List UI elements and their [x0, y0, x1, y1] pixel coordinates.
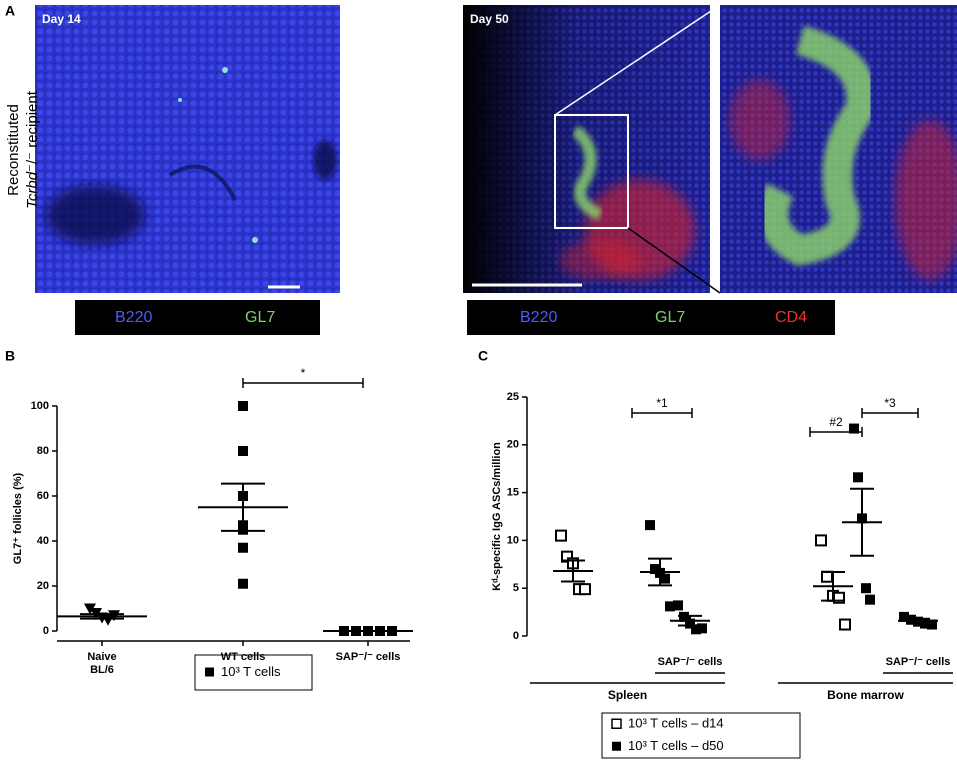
data-point: [645, 520, 655, 531]
y-tick-label: 25: [507, 391, 519, 403]
row-label-rest: ⁻/⁻ recipient: [24, 90, 41, 172]
data-point: [927, 619, 937, 630]
legend-marker: [612, 741, 621, 751]
y-axis-label: GL7⁺ follicles (%): [12, 472, 24, 564]
x-tick-label: BL/6: [90, 664, 114, 676]
data-point: [673, 600, 683, 611]
legend-label: 10³ T cells – d14: [628, 716, 724, 731]
significance-label: *: [301, 366, 306, 380]
data-point: [691, 624, 701, 635]
y-tick-label: 40: [37, 535, 49, 547]
legend-label: 10³ T cells – d50: [628, 738, 724, 753]
data-point: [853, 472, 863, 483]
row-label: Reconstituted: [5, 104, 22, 196]
data-point: [102, 614, 114, 626]
y-tick-label: 80: [37, 445, 49, 457]
data-point: [839, 618, 851, 631]
channel-label: GL7: [655, 309, 685, 326]
x-tick-label: Naive: [87, 651, 116, 663]
y-tick-label: 10: [507, 534, 519, 546]
channel-legend: [75, 300, 320, 335]
image-label: Day 14: [42, 12, 81, 26]
significance-label: *1: [656, 396, 668, 410]
data-point: [238, 401, 248, 411]
data-point: [815, 534, 827, 547]
data-point: [238, 578, 248, 589]
micrograph-inset: [554, 4, 957, 294]
channel-label: CD4: [775, 309, 807, 326]
legend-box: [601, 712, 801, 759]
section-label: Bone marrow: [827, 688, 904, 702]
data-point: [660, 573, 670, 584]
y-tick-label: 20: [37, 580, 49, 592]
data-point: [579, 583, 591, 596]
legend-label: 10³ T cells: [221, 664, 281, 679]
y-tick-label: 20: [507, 439, 519, 451]
x-tick-label: WT cells: [221, 651, 266, 663]
row-label: Tcrbd⁻/⁻ recipient: [24, 90, 41, 209]
group-label: SAP⁻/⁻ cells: [658, 656, 723, 668]
data-point: [238, 542, 248, 553]
group-label: SAP⁻/⁻ cells: [886, 656, 951, 668]
channel-label: B220: [115, 309, 152, 326]
y-tick-label: 15: [507, 487, 519, 499]
data-point: [697, 623, 707, 634]
panel-label: A: [5, 3, 15, 19]
data-point: [665, 601, 675, 612]
data-point: [861, 583, 871, 594]
channel-label: B220: [520, 309, 557, 326]
legend-marker: [205, 667, 214, 677]
data-point: [865, 594, 875, 605]
row-label-italic: Tcrbd: [24, 171, 41, 209]
data-point: [821, 570, 833, 583]
y-tick-label: 100: [31, 400, 49, 412]
channel-label: GL7: [245, 309, 275, 326]
y-tick-label: 5: [513, 582, 519, 594]
channel-legend: [467, 300, 835, 335]
x-tick-label: SAP⁻/⁻ cells: [336, 651, 401, 663]
data-point: [238, 446, 248, 456]
y-tick-label: 0: [513, 630, 519, 642]
significance-label: #2: [829, 415, 843, 429]
y-tick-label: 60: [37, 490, 49, 502]
y-tick-label: 0: [43, 625, 49, 637]
panel-label: C: [478, 348, 488, 364]
significance-label: *3: [884, 396, 896, 410]
micrograph-day14: [35, 5, 340, 293]
data-point: [555, 529, 567, 542]
section-label: Spleen: [608, 688, 647, 702]
data-point: [849, 423, 859, 434]
data-point: [899, 611, 909, 622]
micrograph-day50: [463, 5, 710, 293]
y-axis-label: Kᵈ-specific IgG ASCs/million: [491, 442, 503, 591]
legend-box: [194, 654, 313, 691]
legend-marker: [611, 718, 622, 729]
data-point: [84, 603, 96, 615]
panel-label: B: [5, 348, 15, 364]
image-label: Day 50: [470, 12, 509, 26]
